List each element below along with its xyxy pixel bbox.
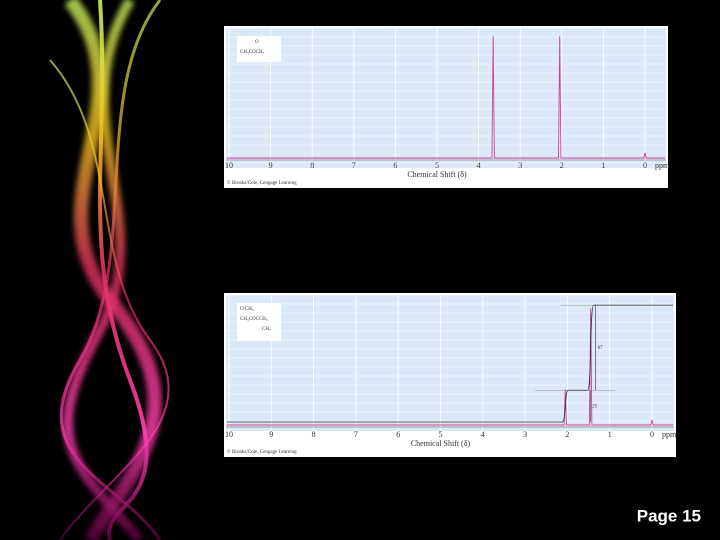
structure-text: O CH₃ xyxy=(240,307,254,312)
x-tick-label: 3 xyxy=(518,161,522,170)
integral-label: 67 xyxy=(598,346,604,351)
x-axis-label: Chemical Shift (δ) xyxy=(411,439,471,448)
x-tick-label: 5 xyxy=(435,161,439,170)
x-tick-label: 7 xyxy=(354,430,358,439)
credit: © Brooks/Cole, Cengage Learning xyxy=(227,180,297,186)
page-label: Page 15 xyxy=(637,506,701,525)
x-tick-label: 1 xyxy=(608,430,612,439)
x-tick-label: 10 xyxy=(225,161,233,170)
structure-text: CH₃ xyxy=(262,327,271,332)
x-tick-label: 8 xyxy=(310,161,314,170)
x-tick-label: 3 xyxy=(523,430,527,439)
x-tick-label: 4 xyxy=(481,430,485,439)
x-tick-label: 2 xyxy=(565,430,569,439)
spectrum xyxy=(227,308,673,426)
x-tick-label: 6 xyxy=(393,161,397,170)
x-tick-label: 7 xyxy=(352,161,356,170)
structure-text: O xyxy=(255,40,259,45)
x-axis-label: Chemical Shift (δ) xyxy=(407,170,467,179)
plot-area xyxy=(226,28,666,168)
credit: © Brooks/Cole, Cengage Learning xyxy=(227,449,297,455)
x-tick-label: 0 xyxy=(650,430,654,439)
structure-text: CH₃COCCH₃ xyxy=(240,317,268,322)
x-tick-label: 5 xyxy=(439,430,443,439)
unit-label: ppm xyxy=(655,161,670,170)
x-tick-label: 4 xyxy=(477,161,481,170)
x-tick-label: 1 xyxy=(601,161,605,170)
x-tick-label: 10 xyxy=(225,430,233,439)
structure-text: CH₃COCH₃ xyxy=(240,50,265,55)
spectrum xyxy=(227,36,665,159)
x-tick-label: 2 xyxy=(560,161,564,170)
x-tick-label: 9 xyxy=(269,430,273,439)
x-tick-label: 6 xyxy=(396,430,400,439)
integral-trace xyxy=(227,304,673,423)
structure-box xyxy=(237,36,281,62)
x-tick-label: 9 xyxy=(269,161,273,170)
x-tick-label: 8 xyxy=(312,430,316,439)
unit-label: ppm xyxy=(662,430,677,439)
decoration xyxy=(49,0,170,540)
structure-box xyxy=(237,303,281,341)
x-tick-label: 0 xyxy=(643,161,647,170)
integral-label: 25 xyxy=(592,404,598,409)
plot-area xyxy=(226,295,674,431)
